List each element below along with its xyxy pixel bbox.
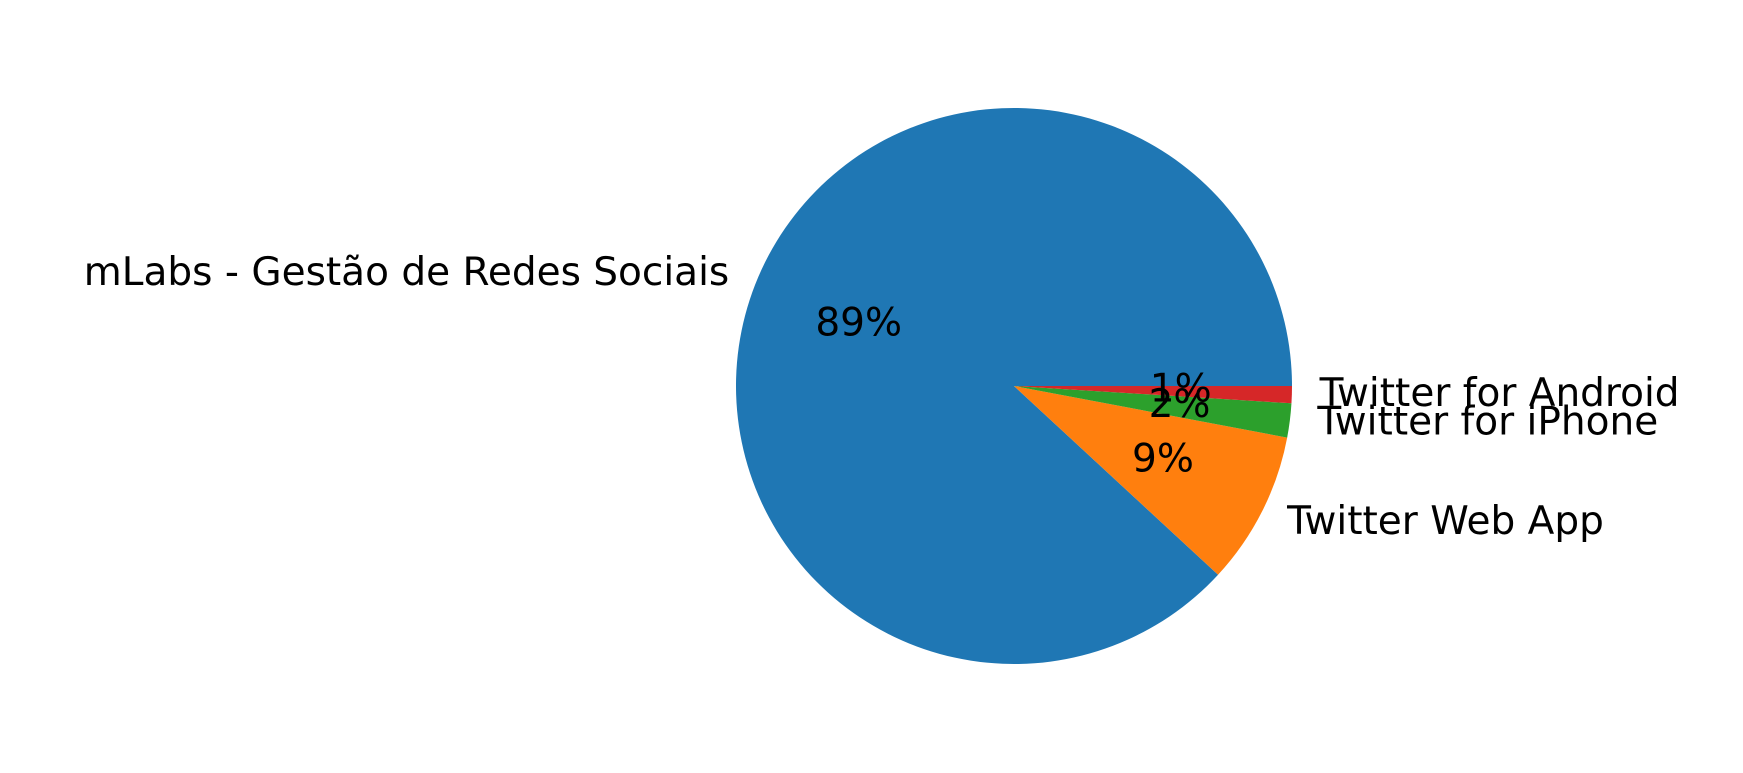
percent-label: 2% <box>1149 382 1211 427</box>
pie-slice <box>1014 386 1292 438</box>
slice-label: mLabs - Gestão de Redes Sociais <box>84 250 729 295</box>
percent-label: 9% <box>1132 437 1194 482</box>
pie-slice <box>1014 386 1288 575</box>
percent-label: 89% <box>815 301 902 346</box>
percent-label: 1% <box>1150 367 1212 412</box>
slice-label: Twitter Web App <box>1286 499 1604 544</box>
pie-slice <box>1014 386 1292 404</box>
slice-label: Twitter for iPhone <box>1316 399 1658 444</box>
slice-label: Twitter for Android <box>1319 371 1680 416</box>
pie-slice <box>736 107 1292 664</box>
